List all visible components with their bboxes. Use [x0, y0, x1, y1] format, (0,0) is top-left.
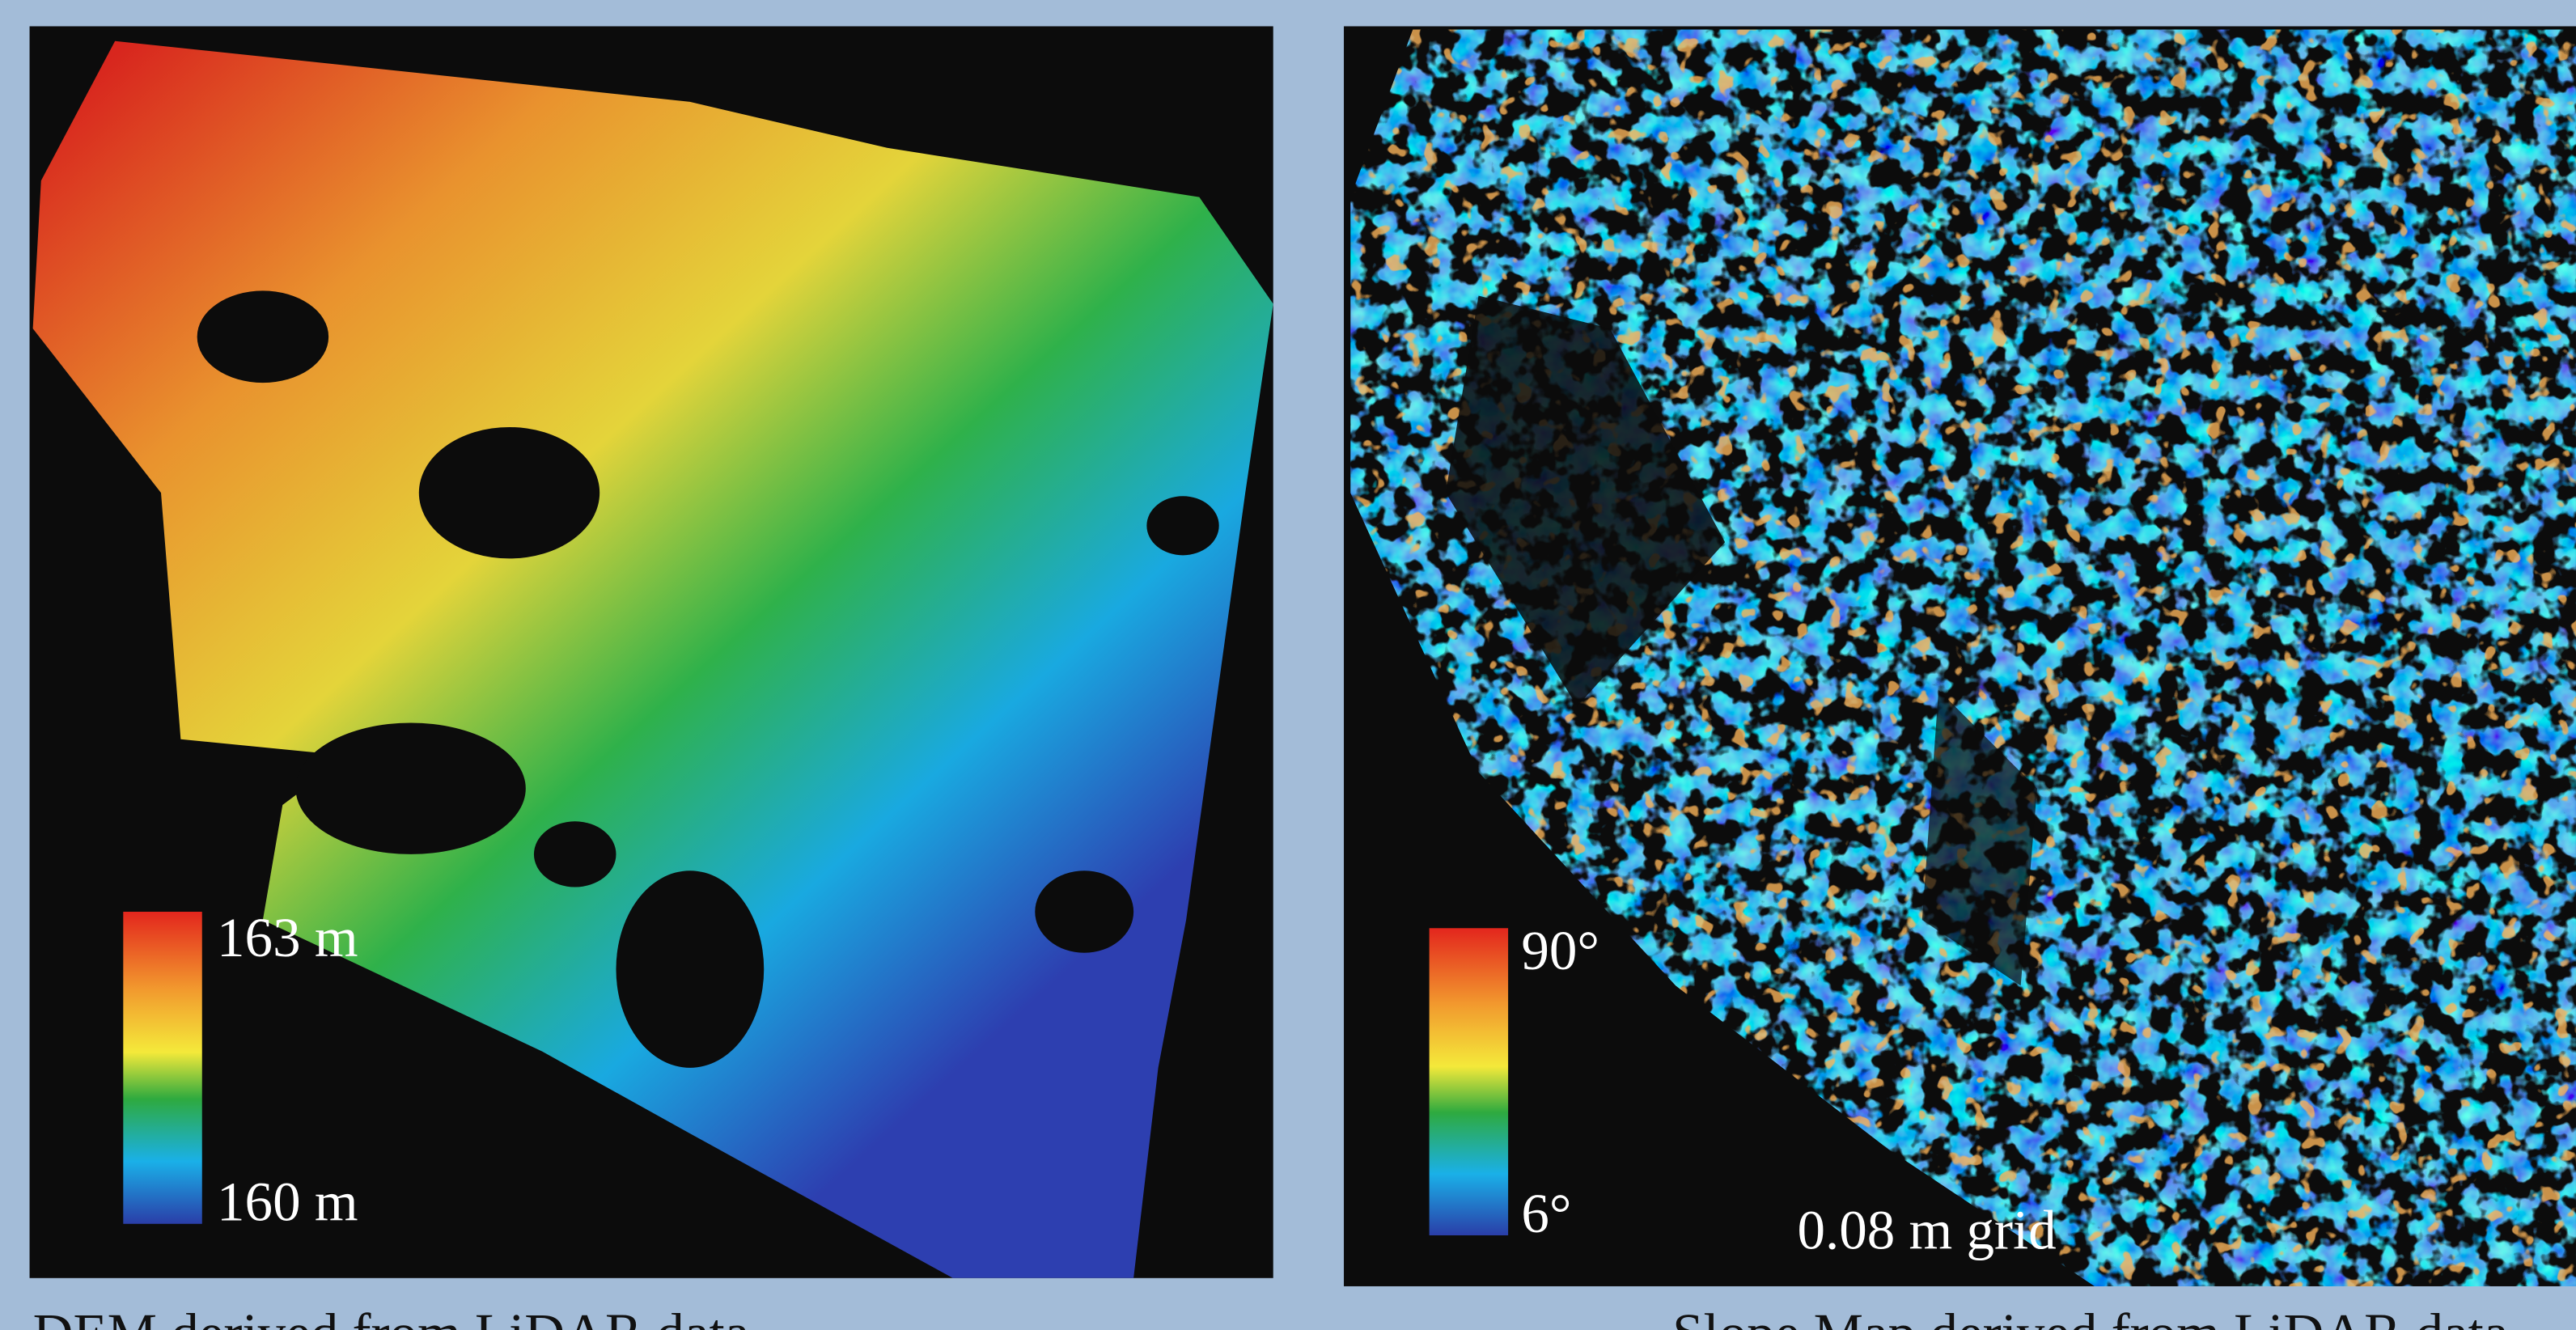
slope-caption: Slope Map derived from LiDAR data — [1672, 1302, 2508, 1330]
slope-legend-min: 6° — [1521, 1182, 1571, 1244]
figure: 163 m 160 m DEM derived from LiDAR data … — [0, 0, 2576, 1330]
panels: 163 m 160 m DEM derived from LiDAR data … — [30, 26, 2576, 1330]
slope-legend-max: 90° — [1521, 919, 1599, 981]
slope-colorbar — [1430, 928, 1508, 1235]
dem-legend-max: 163 m — [217, 906, 358, 968]
dem-caption: DEM derived from LiDAR data — [33, 1302, 750, 1330]
slope-scale-note: 0.08 m grid — [1797, 1198, 2056, 1260]
dem-colorbar — [123, 912, 201, 1224]
dem-legend-min: 160 m — [217, 1171, 358, 1233]
